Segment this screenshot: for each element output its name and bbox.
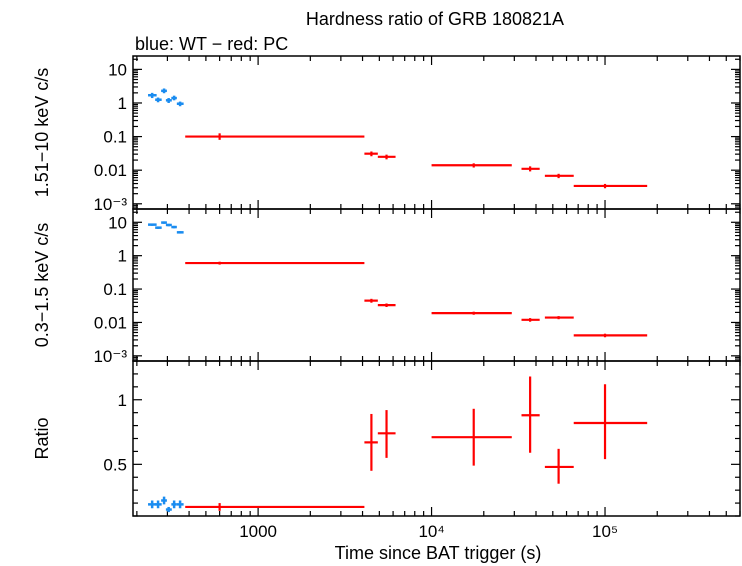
data-point <box>431 408 512 466</box>
data-point <box>521 376 540 453</box>
y-tick-label: 0.5 <box>103 455 127 474</box>
data-point <box>364 298 378 303</box>
data-point <box>377 154 396 160</box>
data-point <box>165 506 172 513</box>
data-point <box>155 97 162 103</box>
data-point <box>544 316 574 320</box>
data-point <box>364 151 378 157</box>
panel-hard: 10 1 0.1 0.01 10⁻³ 1.51−10 keV c/s <box>32 55 741 214</box>
data-point <box>431 311 512 315</box>
data-point <box>161 221 167 224</box>
panel-soft: 10 1 0.1 0.01 10⁻³ 0.3−1.5 keV c/s <box>32 208 741 366</box>
panel-ratio: 1 0.5 1000 10⁴ 10⁵ Ratio <box>32 360 741 541</box>
chart-subtitle: blue: WT − red: PC <box>135 34 288 54</box>
data-point <box>165 98 172 103</box>
data-point <box>176 101 184 107</box>
x-tick-label: 10⁴ <box>418 522 444 541</box>
data-point <box>171 95 177 101</box>
series-pc <box>185 376 648 511</box>
series-wt <box>148 496 184 513</box>
data-point <box>185 503 365 511</box>
series-pc <box>185 261 648 338</box>
y-tick-label: 1 <box>118 94 127 113</box>
data-point <box>573 183 648 189</box>
plot-frame <box>132 208 741 362</box>
y-tick-label: 10 <box>108 213 127 232</box>
y-tick-label: 0.01 <box>94 313 127 332</box>
data-point <box>544 448 574 484</box>
y-tick-label: 10⁻³ <box>93 195 127 214</box>
data-point <box>171 225 177 229</box>
x-axis-label: Time since BAT trigger (s) <box>335 543 542 563</box>
data-point <box>573 384 648 460</box>
data-point <box>171 500 177 509</box>
data-point <box>544 173 574 179</box>
series-wt <box>148 88 184 107</box>
data-point <box>521 166 540 172</box>
y-tick-label: 0.1 <box>103 280 127 299</box>
x-tick-label: 10⁵ <box>592 522 618 541</box>
y-tick-label: 1 <box>118 247 127 266</box>
data-point <box>155 226 162 229</box>
data-point <box>176 231 184 234</box>
data-point <box>377 410 396 458</box>
y-axis-label: 0.3−1.5 keV c/s <box>32 223 52 348</box>
data-point <box>185 261 365 265</box>
y-tick-label: 0.1 <box>103 128 127 147</box>
y-axis-label: Ratio <box>32 417 52 459</box>
y-tick-label: 0.01 <box>94 161 127 180</box>
data-point <box>521 318 540 322</box>
series-wt <box>148 221 184 234</box>
data-point <box>155 500 162 509</box>
plot-frame <box>132 360 741 517</box>
chart-title: Hardness ratio of GRB 180821A <box>306 9 564 29</box>
data-point <box>185 133 365 140</box>
data-point <box>148 223 157 226</box>
plot-frame <box>132 55 741 210</box>
y-tick-label: 1 <box>118 391 127 410</box>
data-point <box>377 303 396 308</box>
data-point <box>148 92 157 99</box>
y-tick-label: 10 <box>108 60 127 79</box>
data-point <box>176 500 184 509</box>
data-point <box>161 88 167 94</box>
data-point <box>161 496 167 505</box>
series-pc <box>185 133 648 189</box>
data-point <box>165 223 172 227</box>
y-tick-label: 10⁻³ <box>93 347 127 366</box>
x-tick-label: 1000 <box>239 522 277 541</box>
data-point <box>431 163 512 168</box>
y-axis-label: 1.51−10 keV c/s <box>32 68 52 198</box>
data-point <box>364 413 378 471</box>
data-point <box>573 333 648 338</box>
